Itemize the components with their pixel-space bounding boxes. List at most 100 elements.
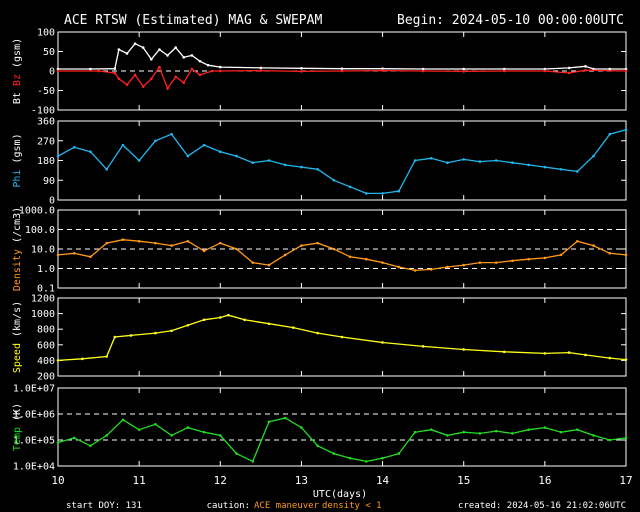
- data-point-speed-0-21: [567, 351, 571, 354]
- data-point-speed-0-4: [129, 334, 133, 337]
- data-point-phi-0-7: [170, 132, 173, 136]
- data-point-temp-0-13: [267, 420, 271, 424]
- data-point-phi-0-22: [413, 159, 417, 162]
- data-point-mag-0-27: [608, 67, 612, 71]
- data-point-mag-0-12: [190, 54, 194, 57]
- y-tick-label-speed-5: 200: [37, 372, 55, 383]
- data-point-density-0-3: [105, 241, 108, 245]
- y-tick-label-density-2: 10.0: [31, 245, 55, 256]
- data-point-temp-0-17: [332, 452, 336, 455]
- series-line-temp-0: [57, 417, 627, 463]
- data-point-mag-0-22: [502, 67, 506, 71]
- data-point-phi-0-6: [154, 139, 157, 143]
- data-point-mag-1-18: [340, 69, 344, 73]
- y-axis-label-part-speed-1: (km/s): [12, 301, 23, 343]
- data-point-phi-0-12: [251, 161, 255, 164]
- data-point-temp-0-20: [381, 456, 384, 460]
- start-doy: start DOY: 131: [66, 501, 142, 511]
- data-point-phi-0-13: [267, 159, 271, 162]
- data-point-temp-0-8: [186, 426, 190, 429]
- data-point-density-0-33: [592, 244, 595, 247]
- data-point-phi-0-35: [624, 128, 628, 132]
- data-point-mag-0-9: [166, 54, 169, 57]
- y-tick-label-mag-3: -50: [37, 86, 55, 97]
- data-point-temp-0-12: [251, 460, 255, 463]
- y-tick-label-phi-3: 90: [43, 176, 55, 187]
- y-tick-label-speed-1: 1000: [31, 309, 55, 320]
- data-point-speed-0-3: [113, 335, 117, 339]
- y-tick-label-speed-2: 800: [37, 325, 55, 336]
- data-point-speed-0-9: [218, 316, 222, 319]
- data-point-mag-0-4: [125, 52, 129, 55]
- panel-frame-speed: [57, 297, 627, 377]
- data-point-speed-0-23: [608, 356, 612, 360]
- x-tick-label-2: 12: [214, 474, 227, 487]
- y-tick-label-mag-0: 100: [37, 28, 55, 39]
- data-point-temp-0-21: [397, 452, 401, 455]
- y-tick-label-speed-3: 600: [37, 340, 55, 351]
- data-point-phi-0-11: [235, 154, 238, 158]
- data-point-speed-0-18: [462, 348, 466, 351]
- data-point-phi-0-9: [202, 143, 206, 147]
- y-axis-label-mag: Bt Bz (gsm): [12, 38, 23, 104]
- data-point-temp-0-0: [56, 441, 60, 444]
- data-point-mag-1-23: [543, 69, 547, 73]
- data-point-density-0-16: [316, 241, 319, 245]
- data-point-temp-0-26: [478, 432, 482, 435]
- data-point-density-0-22: [413, 269, 417, 272]
- data-point-temp-0-30: [543, 426, 547, 429]
- y-tick-label-density-3: 1.0: [37, 264, 55, 275]
- data-point-mag-1-0: [56, 69, 60, 73]
- data-point-phi-0-19: [365, 192, 368, 195]
- data-point-temp-0-7: [170, 434, 173, 437]
- y-axis-label-speed: Speed (km/s): [12, 301, 23, 373]
- data-point-mag-0-6: [141, 46, 145, 49]
- data-point-phi-0-8: [186, 154, 190, 158]
- y-tick-label-temp-1: 1.0E+06: [13, 410, 55, 421]
- data-point-phi-0-0: [56, 154, 60, 158]
- data-point-mag-1-1: [97, 69, 100, 73]
- y-tick-label-temp-3: 1.0E+04: [13, 462, 55, 473]
- data-point-density-0-15: [300, 244, 303, 247]
- y-axis-label-part-phi-0: Phi: [12, 170, 23, 188]
- data-point-speed-0-15: [340, 335, 344, 339]
- y-axis-label-part-speed-0: Speed: [12, 343, 23, 373]
- data-point-density-0-17: [332, 247, 336, 251]
- data-point-density-0-2: [89, 255, 92, 259]
- data-point-temp-0-22: [413, 430, 417, 434]
- data-point-mag-1-14: [210, 69, 214, 73]
- data-point-phi-0-14: [283, 163, 287, 167]
- begin-time: Begin: 2024-05-10 00:00:00UTC: [397, 13, 624, 28]
- data-point-speed-0-12: [267, 322, 271, 326]
- data-point-density-0-30: [543, 256, 547, 260]
- created-time: created: 2024-05-16 21:02:06UTC: [458, 501, 626, 511]
- data-point-temp-0-28: [511, 432, 514, 435]
- data-point-mag-0-18: [340, 67, 344, 70]
- data-point-density-0-13: [267, 263, 271, 267]
- data-point-temp-0-2: [89, 444, 92, 448]
- data-point-phi-0-4: [121, 143, 125, 147]
- data-point-mag-1-13: [198, 73, 202, 77]
- data-point-mag-1-12: [190, 67, 194, 71]
- data-point-density-0-35: [624, 253, 628, 257]
- data-point-phi-0-16: [316, 167, 319, 171]
- data-point-mag-1-11: [182, 81, 186, 84]
- data-point-mag-0-5: [133, 42, 137, 45]
- y-axis-label-density: Density (/cm3): [12, 207, 23, 291]
- data-point-phi-0-25: [462, 158, 466, 161]
- data-point-density-0-12: [251, 261, 255, 264]
- data-point-density-0-5: [137, 239, 141, 243]
- data-point-phi-0-17: [332, 178, 336, 182]
- data-point-mag-0-20: [421, 67, 425, 71]
- data-point-mag-1-16: [259, 69, 263, 72]
- caution-label: caution:: [207, 501, 250, 511]
- x-tick-label-4: 14: [376, 474, 390, 487]
- x-tick-label-7: 17: [619, 474, 632, 487]
- data-point-density-0-4: [121, 238, 125, 241]
- data-point-speed-0-8: [202, 318, 206, 322]
- data-point-mag-1-10: [174, 75, 177, 79]
- data-point-mag-1-25: [584, 68, 587, 72]
- x-tick-label-0: 10: [51, 474, 64, 487]
- data-point-density-0-9: [202, 249, 206, 253]
- data-point-density-0-23: [429, 268, 433, 271]
